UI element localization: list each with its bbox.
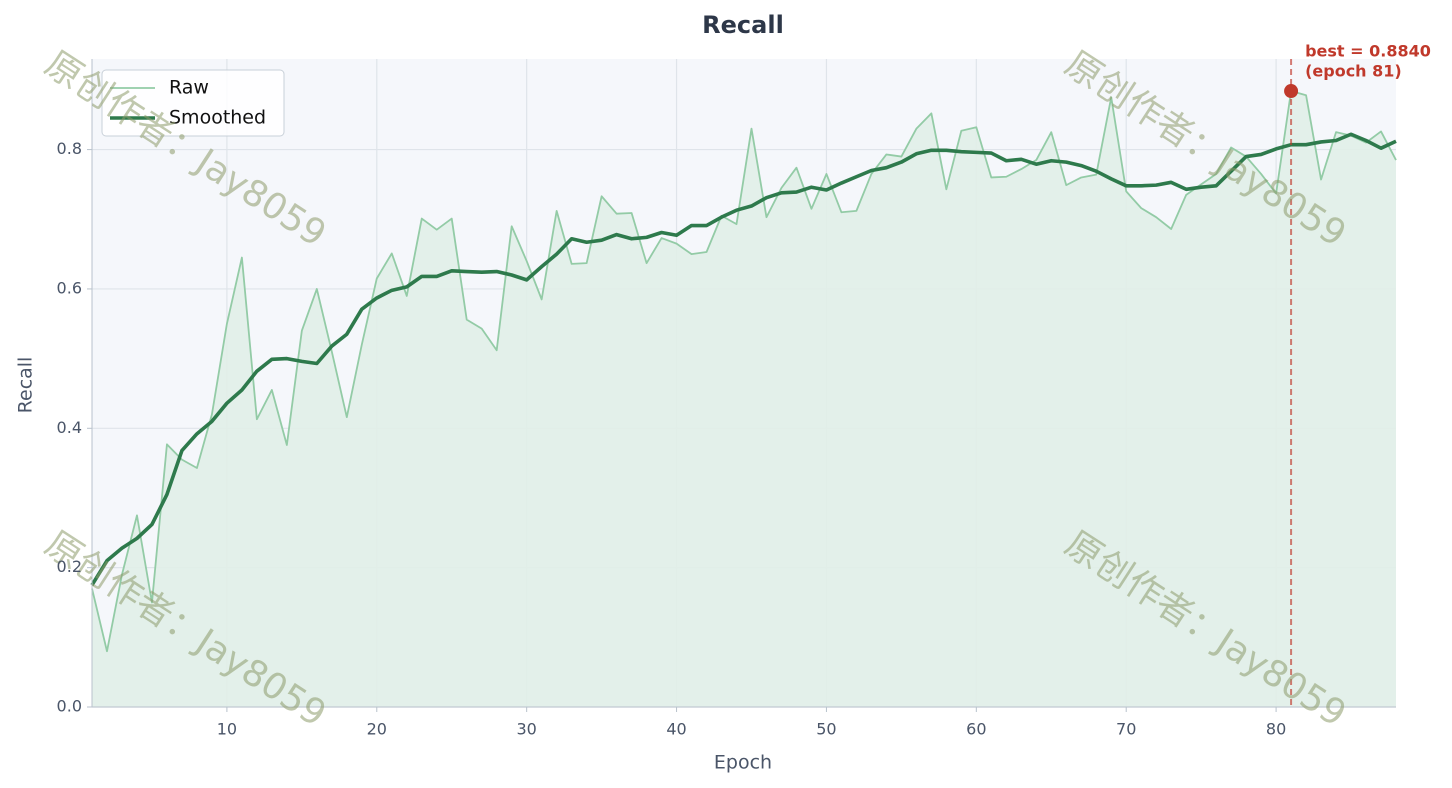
x-tick-label: 80 <box>1266 720 1286 739</box>
x-tick-label: 10 <box>217 720 237 739</box>
x-axis-label: Epoch <box>714 752 772 774</box>
line <box>90 132 1397 587</box>
y-tick-label: 0.8 <box>57 139 82 158</box>
legend-label: Raw <box>169 77 209 99</box>
x-tick-label: 20 <box>367 720 387 739</box>
y-tick-label: 0.0 <box>57 697 82 716</box>
legend: Raw Smoothed <box>101 69 285 137</box>
y-tick-label: 0.6 <box>57 278 82 297</box>
chart-title: Recall <box>702 11 784 39</box>
x-tick-label: 60 <box>966 720 986 739</box>
annotation: (epoch 81) <box>1305 62 1402 81</box>
y-axis-label: Recall <box>15 357 37 414</box>
legend-label: Smoothed <box>169 107 266 129</box>
x-tick-label: 30 <box>516 720 536 739</box>
best-point <box>1284 84 1299 99</box>
x-tick-label: 70 <box>1116 720 1136 739</box>
annotation: best = 0.8840 <box>1305 42 1431 61</box>
x-tick-label: 50 <box>816 720 836 739</box>
x-tick-label: 40 <box>666 720 686 739</box>
y-tick-label: 0.2 <box>57 557 82 576</box>
area <box>92 91 1396 708</box>
line <box>91 90 1397 653</box>
y-tick-label: 0.4 <box>57 418 82 437</box>
